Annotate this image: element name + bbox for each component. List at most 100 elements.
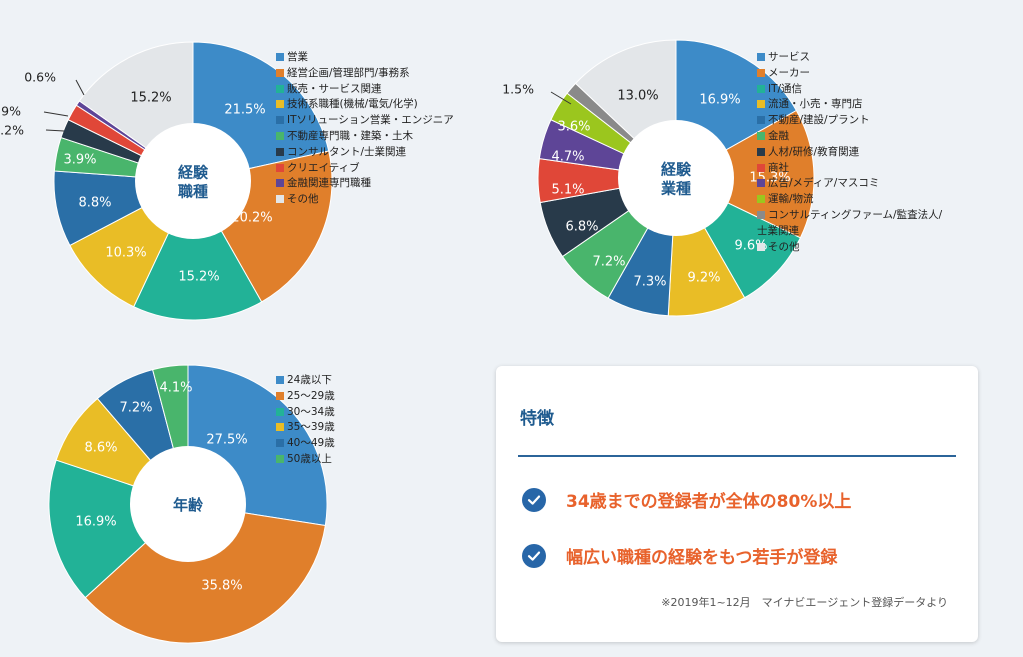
legend-swatch [276,53,284,61]
legend-swatch [276,163,284,172]
donut-hole [135,123,251,239]
legend-label: 営業 [287,51,308,63]
legend-label: クリエイティブ [287,161,360,174]
legend-swatch [757,131,765,140]
pie-slice [674,109,815,239]
legend-item: 運輸/物流 [757,192,942,208]
legend-item: 35～39歳 [276,420,335,436]
legend-item: 士業関連 [757,224,942,240]
legend-swatch [276,407,284,416]
chart-center-label: 経験 [661,161,692,179]
legend-swatch [276,100,284,109]
legend-swatch [757,53,765,61]
check-circle-icon [522,487,546,512]
value-label: 27.5% [206,433,247,448]
legend-swatch [757,147,765,156]
legend-label: ITソリューション営業・エンジニア [287,114,454,127]
value-label: 4.1% [159,381,192,396]
legend-label: 技術系職種(機械/電気/化学) [287,98,418,111]
value-label: 6.8% [565,220,598,235]
value-label: 15.2% [130,91,171,106]
legend-swatch [276,84,284,93]
legend-item: 不動産/建設/プラント [757,113,942,129]
legend-item: 24歳以下 [276,373,335,389]
legend-swatch [757,163,765,172]
legend-swatch [757,242,765,251]
leader-line [43,111,69,117]
legend-item: 経営企画/管理部門/事務系 [276,66,454,82]
legend-item: IT/通信 [757,82,942,98]
legend-label: 50歳以上 [287,452,332,465]
legend-job-type: 営業経営企画/管理部門/事務系 販売・サービス関連技術系職種(機械/電気/化学) I… [276,50,454,208]
legend-swatch [757,195,765,204]
value-label: 2.2% [0,123,24,138]
value-label: 16.9% [75,515,116,530]
legend-label: サービス [768,51,810,63]
legend-label: 流通・小売・専門店 [768,98,863,111]
legend-label: 25～29歳 [287,389,335,402]
legend-swatch [276,454,284,463]
value-label: 1.9% [0,104,21,119]
legend-item: メーカー [757,66,942,82]
donut-hole [130,446,246,562]
legend-swatch [757,68,765,77]
legend-swatch [276,147,284,156]
value-label: 13.0% [617,89,658,104]
value-label: 9.2% [687,271,720,286]
feature-text-1: 34歳までの登録者が全体の80%以上 [566,492,852,512]
legend-label: メーカー [768,66,810,79]
features-card: 特徴 34歳までの登録者が全体の80%以上 幅広い職種の経験をもつ若手が登録 ※… [496,366,978,642]
legend-label: その他 [287,193,319,206]
chart-center-label: 年齢 [173,496,204,514]
legend-item: 金融関連専門職種 [276,176,454,192]
legend-swatch [276,423,284,432]
legend-label: その他 [768,240,800,253]
legend-item: 40～49歳 [276,436,335,452]
legend-item: サービス [757,50,942,66]
legend-swatch [757,100,765,109]
feature-item-1: 34歳までの登録者が全体の80%以上 [522,487,851,512]
chart-center-label: 職種 [178,183,208,201]
legend-swatch [276,391,284,400]
value-label: 8.6% [84,441,117,456]
value-label: 20.2% [231,211,272,226]
legend-label: 士業関連 [757,224,799,237]
value-label: 7.2% [592,255,625,270]
legend-item: その他 [757,240,942,256]
legend-item: 営業 [276,50,454,66]
value-label: 7.3% [633,275,666,290]
legend-item: ITソリューション営業・エンジニア [276,113,454,129]
legend-swatch [757,210,765,219]
value-label: 3.9% [63,153,96,168]
pie-chart-3: 年齢 27.5% 35.8% 16.9% 8.6% 7.2% 4.1% [48,364,328,644]
chart-center-label: 業種 [660,180,691,198]
legend-label: IT/通信 [768,82,803,95]
legend-item: コンサルタント/士業関連 [276,145,454,161]
leader-line [75,79,85,96]
legend-item: その他 [276,192,454,208]
legend-label: 40～49歳 [287,437,335,450]
leader-line [45,129,65,132]
legend-swatch [276,68,284,77]
legend-label: コンサルティングファーム/監査法人/ [768,208,943,221]
legend-label: 不動産/建設/プラント [768,114,870,127]
legend-item: 人材/研修/教育関連 [757,145,942,161]
features-divider [518,455,956,457]
feature-text-2: 幅広い職種の経験をもつ若手が登録 [566,548,838,568]
legend-swatch [276,376,284,384]
legend-item: 広告/メディア/マスコミ [757,176,942,192]
value-label: 0.6% [24,70,56,85]
legend-item: クリエイティブ [276,161,454,177]
legend-label: 広告/メディア/マスコミ [768,177,880,190]
legend-swatch [757,116,765,125]
feature-item-2: 幅広い職種の経験をもつ若手が登録 [522,543,837,568]
legend-item: 技術系職種(機械/電気/化学) [276,97,454,113]
legend-label: 運輸/物流 [768,193,814,206]
legend-label: 販売・サービス関連 [287,82,382,95]
legend-item: 不動産専門職・建築・土木 [276,129,454,145]
value-label: 21.5% [224,103,265,118]
legend-label: 不動産専門職・建築・土木 [287,129,413,142]
legend-label: 人材/研修/教育関連 [768,145,860,158]
pie-slice [133,179,263,321]
